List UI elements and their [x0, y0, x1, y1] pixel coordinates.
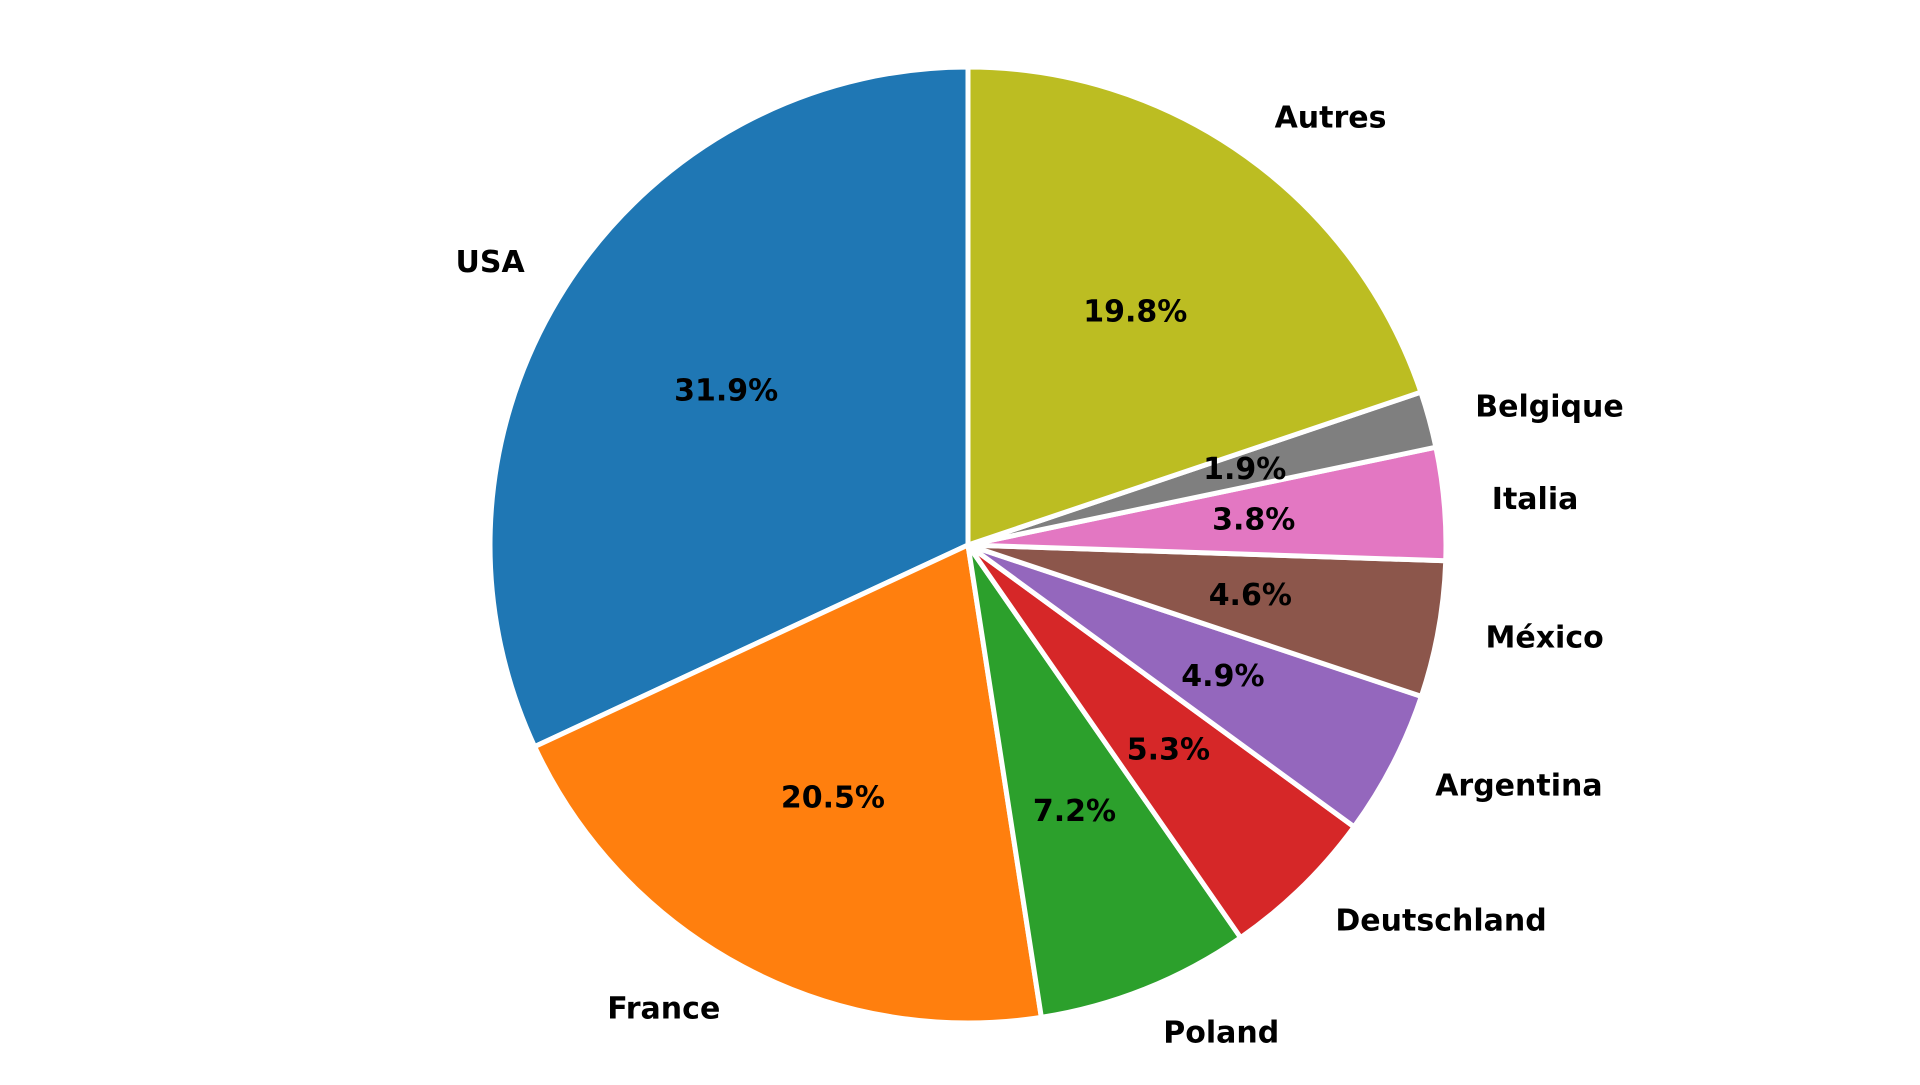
pct-label-argentina: 4.9% — [1181, 659, 1264, 694]
slice-label-deutschland: Deutschland — [1335, 904, 1546, 939]
pie-slice-france — [532, 542, 1044, 1026]
slices-layer — [487, 64, 1449, 1026]
pct-label-autres: 19.8% — [1083, 295, 1187, 330]
slice-label-france: France — [607, 991, 720, 1026]
pie-slice-poland — [965, 542, 1244, 1020]
pct-label-poland: 7.2% — [1033, 794, 1116, 829]
slice-label-usa: USA — [456, 245, 526, 280]
pie-slice-deutschland — [965, 542, 1357, 941]
pct-label-italia: 3.8% — [1212, 503, 1295, 538]
slice-label-belgique: Belgique — [1475, 389, 1623, 424]
pct-label-belgique: 1.9% — [1203, 452, 1286, 487]
labels-layer: 31.9% USA 20.5% France 7.2% Poland 5.3% Deutsch… — [456, 100, 1624, 1050]
pie-slice-argentina — [965, 542, 1424, 830]
slice-label-mexico: México — [1486, 620, 1604, 655]
pct-label-usa: 31.9% — [674, 373, 778, 408]
pct-label-deutschland: 5.3% — [1127, 733, 1210, 768]
slice-label-poland: Poland — [1163, 1016, 1279, 1051]
pie-slice-autres — [965, 64, 1424, 548]
slice-label-italia: Italia — [1492, 482, 1579, 517]
slice-label-autres: Autres — [1275, 100, 1387, 135]
pct-label-mexico: 4.6% — [1209, 578, 1292, 613]
pie-slice-usa — [487, 64, 971, 750]
pct-label-france: 20.5% — [781, 781, 885, 816]
slice-label-argentina: Argentina — [1435, 769, 1602, 804]
